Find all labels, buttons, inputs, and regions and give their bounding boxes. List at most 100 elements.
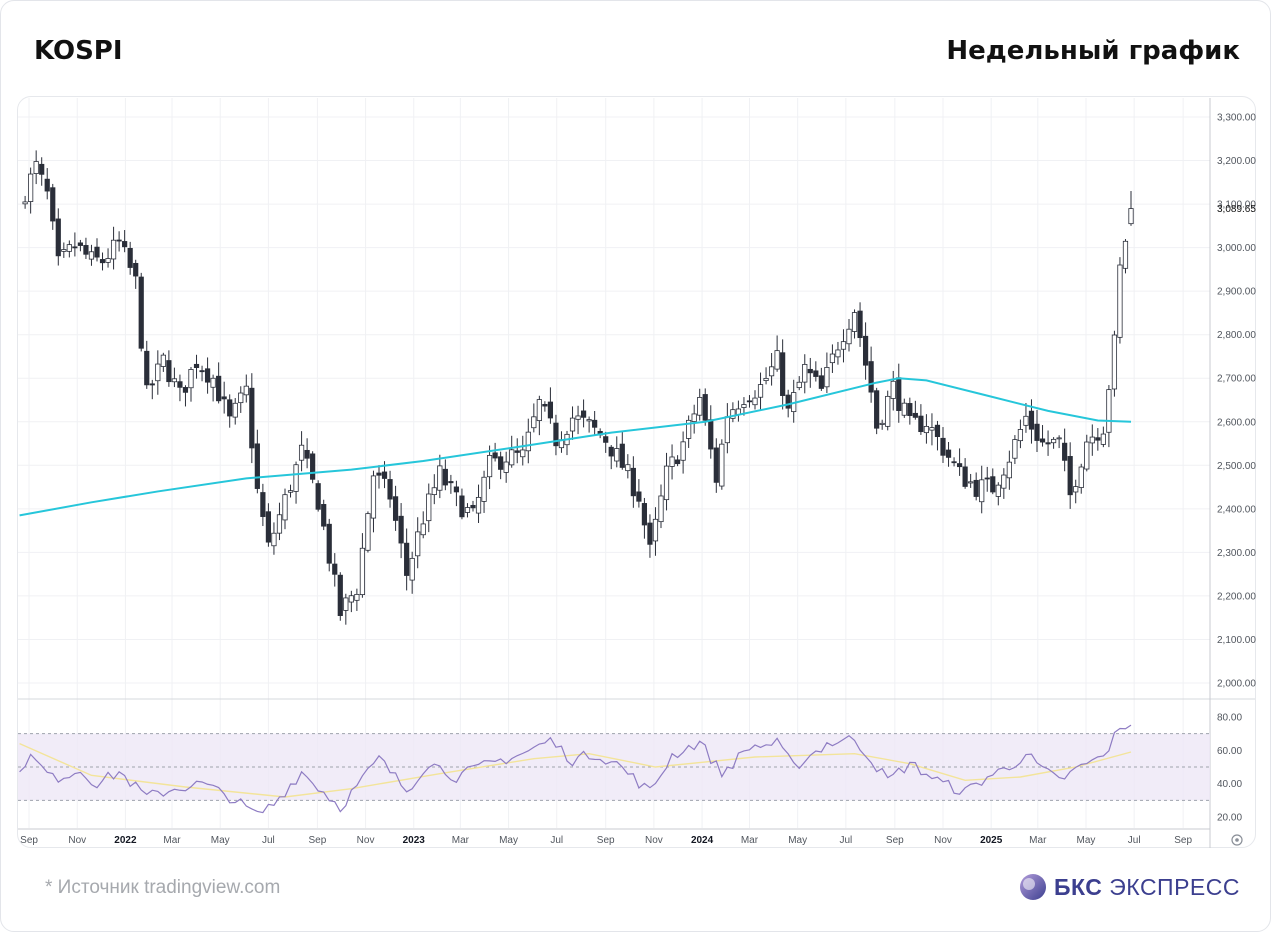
candle-body <box>260 492 266 517</box>
candle-body <box>874 390 880 429</box>
price-tick-label: 2,300.00 <box>1217 548 1256 559</box>
candle-body <box>210 377 216 388</box>
candle-body <box>404 542 410 576</box>
candle-body <box>149 383 155 386</box>
candle-body <box>387 479 393 500</box>
candle-body <box>83 245 89 255</box>
candle-body <box>1117 264 1123 338</box>
candle-body <box>956 463 963 468</box>
candle-body <box>1001 474 1007 489</box>
time-tick-label: 2024 <box>691 835 714 846</box>
candle-body <box>475 496 482 514</box>
candle-body <box>813 370 819 377</box>
candle-body <box>221 396 227 400</box>
candle-body <box>741 404 747 408</box>
candle-body <box>1039 438 1046 443</box>
candle-body <box>370 475 377 519</box>
candle-body <box>55 218 61 257</box>
candle-body <box>381 471 388 479</box>
candle-body <box>276 514 283 534</box>
time-tick-label: Jul <box>839 835 852 846</box>
candle-body <box>603 436 609 443</box>
candle-body <box>586 419 592 422</box>
price-tick-label: 2,400.00 <box>1217 504 1256 515</box>
candle-body <box>641 503 648 526</box>
candle-body <box>829 353 836 364</box>
candle-body <box>885 395 891 427</box>
candle-body <box>359 547 366 595</box>
candle-body <box>1067 456 1073 496</box>
candle-body <box>1128 208 1134 225</box>
candle-body <box>818 375 824 389</box>
time-tick-label: Jul <box>262 835 275 846</box>
candle-body <box>663 465 670 501</box>
candle-body <box>514 450 520 453</box>
candle-body <box>481 476 487 502</box>
price-tick-label: 2,500.00 <box>1217 461 1256 472</box>
time-tick-label: Jul <box>550 835 563 846</box>
candle-body <box>271 532 277 547</box>
moving-average-line <box>19 377 1132 517</box>
candle-body <box>851 312 858 332</box>
candle-body <box>840 341 847 350</box>
candle-body <box>1106 389 1112 433</box>
candle-body <box>492 452 498 459</box>
candle-body <box>99 259 106 264</box>
candle-body <box>580 410 587 418</box>
candle-body <box>204 368 211 383</box>
candle-body <box>1050 438 1057 444</box>
candle-body <box>232 402 238 418</box>
candle-body <box>486 455 493 478</box>
candle-body <box>66 244 72 252</box>
candle-body <box>686 419 692 439</box>
candle-body <box>1111 334 1118 390</box>
time-tick-label: Mar <box>163 835 181 846</box>
bks-logo-icon <box>1020 874 1046 900</box>
candle-body <box>708 419 714 450</box>
candle-body <box>520 449 526 458</box>
candle-body <box>498 456 504 470</box>
candle-body <box>105 258 111 263</box>
candle-body <box>354 593 360 601</box>
candle-body <box>287 490 294 493</box>
time-tick-label: Nov <box>357 835 375 846</box>
candle-body <box>265 511 272 543</box>
candle-body <box>1073 486 1079 493</box>
candle-body <box>1012 439 1018 459</box>
candle-body <box>193 363 200 369</box>
candle-body <box>719 443 725 487</box>
time-tick-label: Sep <box>1174 835 1192 846</box>
time-tick-label: Mar <box>452 835 470 846</box>
candle-body <box>470 504 476 509</box>
candle-body <box>365 513 371 551</box>
candle-body <box>199 370 205 373</box>
candle-body <box>857 310 863 339</box>
candle-body <box>88 251 95 260</box>
candle-body <box>824 367 830 388</box>
settings-icon <box>1231 834 1243 846</box>
candle-body <box>216 375 222 402</box>
candle-body <box>746 400 753 403</box>
time-tick-label: Nov <box>934 835 952 846</box>
candle-body <box>61 249 67 252</box>
candle-body <box>376 472 382 476</box>
candle-body <box>503 461 509 473</box>
candle-body <box>392 496 399 521</box>
candle-body <box>536 399 542 421</box>
candle-body <box>630 467 636 497</box>
candle-body <box>890 380 896 399</box>
candle-body <box>110 239 117 260</box>
rsi-tick-label: 40.00 <box>1217 779 1242 790</box>
candle-body <box>962 466 968 487</box>
candle-body <box>575 415 581 420</box>
candle-body <box>807 368 813 374</box>
candle-body <box>968 481 974 484</box>
candle-body <box>774 350 780 370</box>
candle-body <box>973 479 979 497</box>
candle-body <box>868 361 874 393</box>
candle-body <box>426 493 432 522</box>
candle-body <box>1095 437 1101 441</box>
time-tick-label: Sep <box>20 835 38 846</box>
candle-body <box>658 495 664 523</box>
candle-body <box>315 483 321 510</box>
